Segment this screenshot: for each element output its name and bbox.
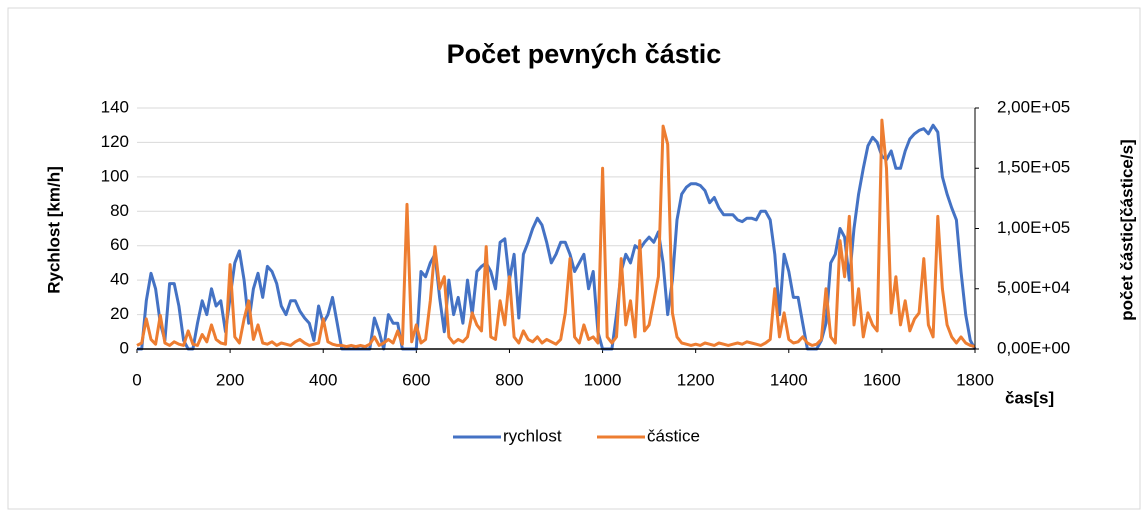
x-tick-label: 200 bbox=[216, 370, 244, 389]
x-tick-label: 800 bbox=[495, 370, 523, 389]
y-tick-label: 60 bbox=[110, 235, 129, 254]
y2-tick-label: 1,00E+05 bbox=[997, 218, 1070, 237]
x-tick-label: 1000 bbox=[584, 370, 622, 389]
y2-axis-label: počet částic[částice/s] bbox=[1117, 139, 1136, 320]
x-tick-label: 400 bbox=[309, 370, 337, 389]
x-axis-label: čas[s] bbox=[1005, 388, 1054, 407]
x-tick-label: 1400 bbox=[770, 370, 808, 389]
y2-tick-label: 0,00E+00 bbox=[997, 338, 1070, 357]
y-tick-label: 120 bbox=[101, 132, 129, 151]
series-line bbox=[137, 123, 977, 351]
series-line bbox=[136, 118, 976, 349]
y2-tick-label: 5,00E+04 bbox=[997, 278, 1070, 297]
y-tick-label: 20 bbox=[110, 304, 129, 323]
y-tick-label: 140 bbox=[101, 97, 129, 116]
y2-tick-label: 1,50E+05 bbox=[997, 158, 1070, 177]
y-tick-label: 80 bbox=[110, 201, 129, 220]
y-tick-label: 40 bbox=[110, 270, 129, 289]
y-tick-label: 100 bbox=[101, 166, 129, 185]
chart-title: Počet pevných částic bbox=[447, 39, 722, 69]
x-tick-label: 1600 bbox=[863, 370, 901, 389]
y-tick-label: 0 bbox=[120, 338, 129, 357]
legend-label: částice bbox=[647, 426, 700, 445]
x-tick-label: 0 bbox=[132, 370, 141, 389]
chart-frame bbox=[7, 7, 1141, 510]
x-tick-label: 1200 bbox=[677, 370, 715, 389]
x-tick-label: 600 bbox=[402, 370, 430, 389]
x-tick-label: 1800 bbox=[956, 370, 994, 389]
y-axis-label: Rychlost [km/h] bbox=[44, 166, 63, 294]
y2-tick-label: 2,00E+05 bbox=[997, 97, 1070, 116]
legend-label: rychlost bbox=[503, 426, 562, 445]
